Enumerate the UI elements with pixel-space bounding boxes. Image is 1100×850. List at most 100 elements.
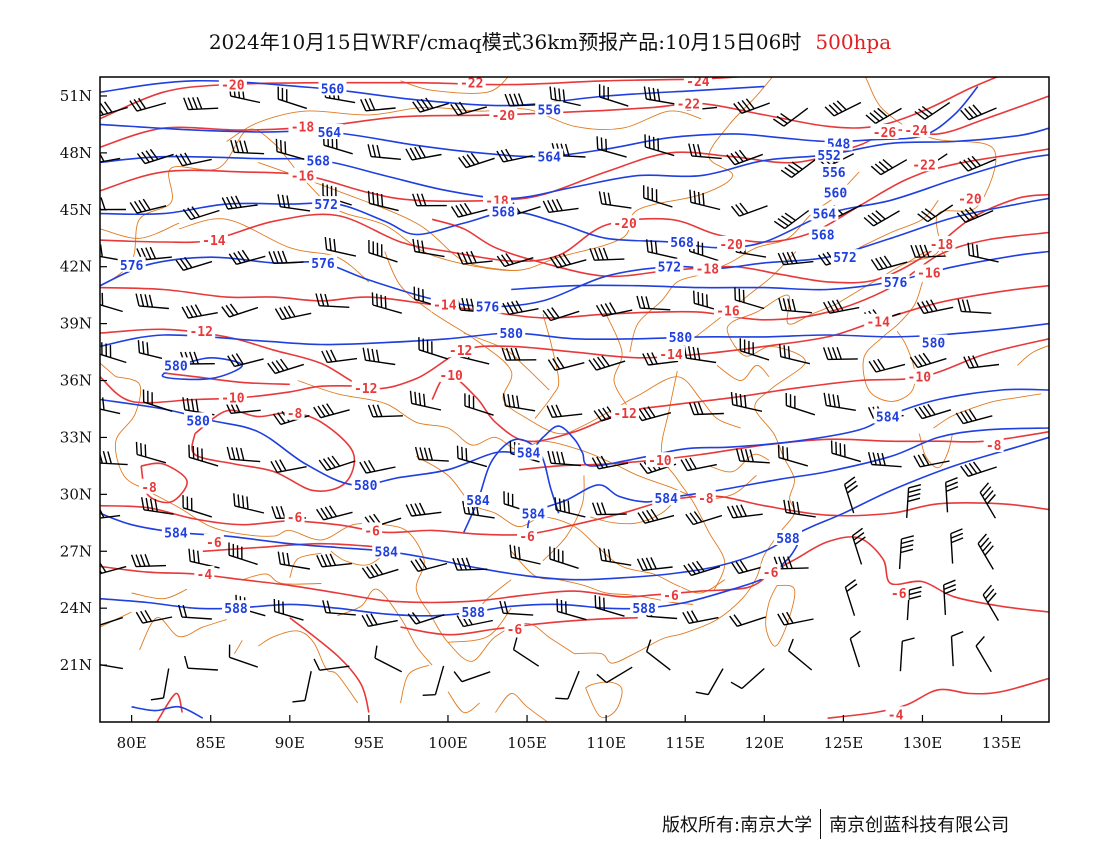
wind-barb bbox=[777, 251, 814, 266]
wind-barb bbox=[682, 610, 719, 624]
temperature-label: -6 bbox=[287, 511, 303, 526]
boundary-line bbox=[835, 77, 997, 305]
wind-barb bbox=[130, 554, 167, 568]
temperature-label-halo bbox=[351, 380, 380, 396]
wind-barb bbox=[452, 557, 488, 571]
wind-barb bbox=[275, 138, 307, 161]
wind-barb bbox=[178, 604, 212, 620]
wind-barb bbox=[547, 356, 585, 371]
wind-barb bbox=[175, 256, 213, 271]
wind-barb bbox=[867, 452, 902, 468]
wind-barb bbox=[960, 104, 997, 121]
geopotential-label-halo bbox=[819, 163, 848, 179]
wind-barb bbox=[822, 346, 858, 361]
temperature-label-halo bbox=[437, 366, 466, 382]
temperature-label-halo bbox=[288, 118, 317, 134]
temperature-label: -18 bbox=[291, 120, 315, 135]
geopotential-label-halo bbox=[304, 152, 333, 168]
geopotential-label-halo bbox=[312, 196, 341, 212]
wind-barb bbox=[422, 665, 445, 696]
geopotential-label: 564 bbox=[318, 126, 342, 141]
lat-tick-label: 24N bbox=[60, 599, 92, 617]
wind-barb bbox=[228, 249, 266, 265]
wind-barb bbox=[292, 671, 312, 703]
wind-barb bbox=[778, 297, 812, 314]
temperature-label-halo bbox=[504, 621, 525, 637]
temperature-label: -14 bbox=[202, 234, 226, 249]
geopotential-label-halo bbox=[881, 273, 910, 289]
wind-barb bbox=[136, 246, 172, 261]
wind-barb bbox=[830, 440, 861, 463]
wind-barb bbox=[277, 194, 311, 212]
wind-barb bbox=[870, 158, 908, 176]
temperature-label-halo bbox=[218, 389, 247, 405]
map-title: 2024年10月15日WRF/cmaq模式36km预报产品:10月15日06时 5… bbox=[0, 26, 1100, 55]
wind-barb bbox=[228, 644, 259, 668]
wind-barb bbox=[910, 244, 946, 258]
temperature-label: -6 bbox=[891, 587, 907, 602]
wind-barb bbox=[688, 402, 724, 416]
temperature-label-halo bbox=[288, 167, 317, 183]
wind-barb bbox=[680, 457, 717, 472]
lat-tick-label: 42N bbox=[60, 258, 92, 276]
wind-barb bbox=[367, 404, 403, 418]
wind-barb bbox=[943, 579, 957, 615]
lon-tick-label: 120E bbox=[745, 734, 785, 752]
wind-barb bbox=[135, 609, 173, 624]
wind-barb bbox=[450, 101, 487, 116]
wind-barb bbox=[100, 397, 121, 415]
wind-barb bbox=[914, 102, 951, 120]
geopotential-label: 588 bbox=[632, 602, 656, 617]
geopotential-label: 572 bbox=[658, 261, 681, 276]
wind-barb bbox=[413, 286, 444, 309]
temperature-label-halo bbox=[695, 490, 716, 506]
lon-tick-label: 80E bbox=[117, 734, 147, 752]
lon-tick-label: 105E bbox=[507, 734, 547, 752]
temperature-label: -20 bbox=[958, 192, 982, 207]
wind-barb bbox=[959, 155, 996, 172]
wind-barb bbox=[783, 499, 816, 518]
wind-barb bbox=[129, 97, 167, 112]
company-name: 南京创蓝科技有限公司 bbox=[829, 815, 1010, 836]
boundary-line bbox=[692, 251, 797, 340]
boundary-line bbox=[234, 640, 243, 654]
wind-barb bbox=[598, 84, 629, 107]
wind-barb bbox=[188, 548, 220, 569]
boundary-line bbox=[542, 475, 585, 562]
geopotential-label-halo bbox=[652, 490, 681, 506]
boundary-line bbox=[114, 376, 575, 662]
temperature-label: -20 bbox=[492, 109, 516, 124]
geopotential-label-halo bbox=[184, 412, 213, 428]
wind-barb bbox=[100, 101, 128, 117]
geopotential-label: 568 bbox=[307, 154, 331, 169]
wind-barb bbox=[642, 352, 679, 366]
geopotential-label: 564 bbox=[537, 151, 561, 166]
temperature-label-halo bbox=[489, 106, 518, 122]
geopotential-label: 560 bbox=[321, 82, 345, 97]
wind-barb bbox=[549, 546, 579, 569]
boundary-line bbox=[765, 584, 796, 647]
temperature-label-halo bbox=[760, 564, 781, 580]
lon-tick-label: 115E bbox=[665, 734, 705, 752]
wind-barb bbox=[100, 508, 121, 519]
geopotential-label-halo bbox=[535, 101, 564, 117]
isotherm-line bbox=[100, 77, 749, 120]
temperature-label-halo bbox=[199, 232, 228, 248]
wind-barb bbox=[967, 242, 999, 263]
geopotential-label-halo bbox=[514, 444, 543, 460]
temperature-label-halo bbox=[517, 528, 538, 544]
temperature-label-halo bbox=[430, 296, 459, 312]
boundary-line bbox=[139, 617, 227, 651]
wind-barb bbox=[780, 158, 817, 178]
wind-barb bbox=[739, 338, 770, 361]
wind-barb bbox=[137, 340, 169, 361]
wind-barb bbox=[412, 238, 445, 258]
wind-barb bbox=[414, 446, 449, 462]
wind-barb bbox=[405, 502, 442, 517]
wind-barb bbox=[405, 146, 442, 161]
wind-barb bbox=[787, 638, 813, 671]
geopotential-label: 568 bbox=[492, 206, 516, 221]
wind-barb bbox=[412, 97, 449, 113]
wind-barb bbox=[141, 497, 174, 515]
